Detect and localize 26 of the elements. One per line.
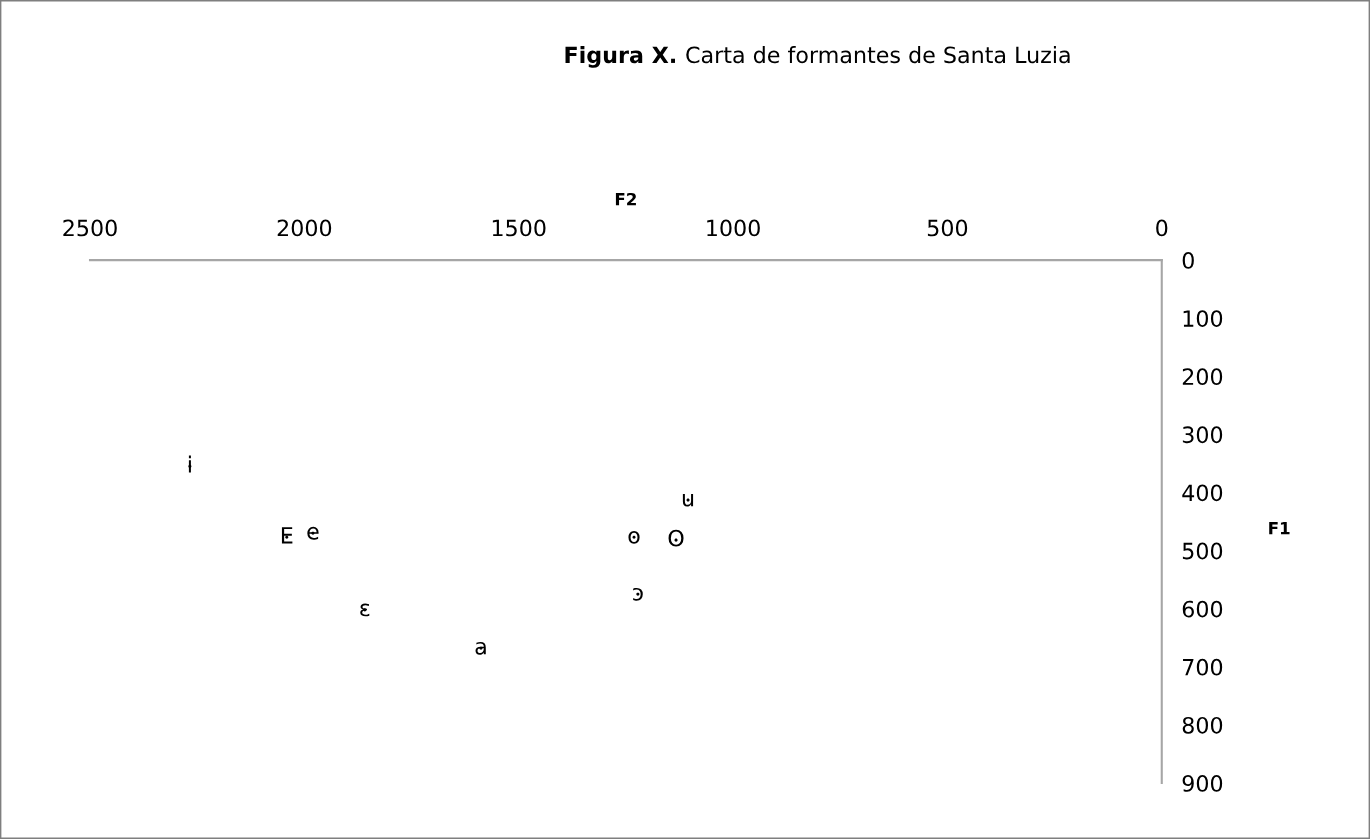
- y-tick-label: 700: [1183, 658, 1223, 676]
- x-tick-label: 500: [927, 219, 968, 237]
- x-tick-label: 1000: [707, 219, 760, 237]
- annotation: E: [281, 527, 293, 544]
- x-tick-label: 1500: [492, 219, 546, 237]
- y-tick-label: 100: [1183, 310, 1223, 327]
- annotation: O: [668, 529, 684, 547]
- y-tick-label: 0: [1182, 252, 1194, 269]
- annotation: ɔ: [633, 587, 643, 601]
- annotation: o: [628, 530, 640, 544]
- y-tick-label: 800: [1182, 716, 1223, 734]
- y-tick-label: 500: [1182, 542, 1223, 560]
- x-tick-label: 2500: [63, 219, 117, 237]
- x-axis-title: F2: [615, 192, 636, 206]
- y-axis-title: F1: [1269, 522, 1290, 535]
- chart-title: Figura X. Carta de formantes de Santa Luzia: [565, 46, 1070, 68]
- annotation: a: [475, 641, 486, 655]
- x-tick-label: 2000: [277, 219, 332, 237]
- annotation: ɛ: [360, 603, 370, 617]
- y-tick-label: 400: [1182, 484, 1223, 502]
- y-tick-label: 200: [1182, 368, 1223, 386]
- y-tick-label: 300: [1182, 426, 1223, 444]
- x-tick-label: 0: [1156, 219, 1168, 237]
- y-tick-label: 900: [1182, 774, 1223, 792]
- y-tick-label: 600: [1182, 600, 1223, 618]
- annotation: u: [682, 493, 694, 507]
